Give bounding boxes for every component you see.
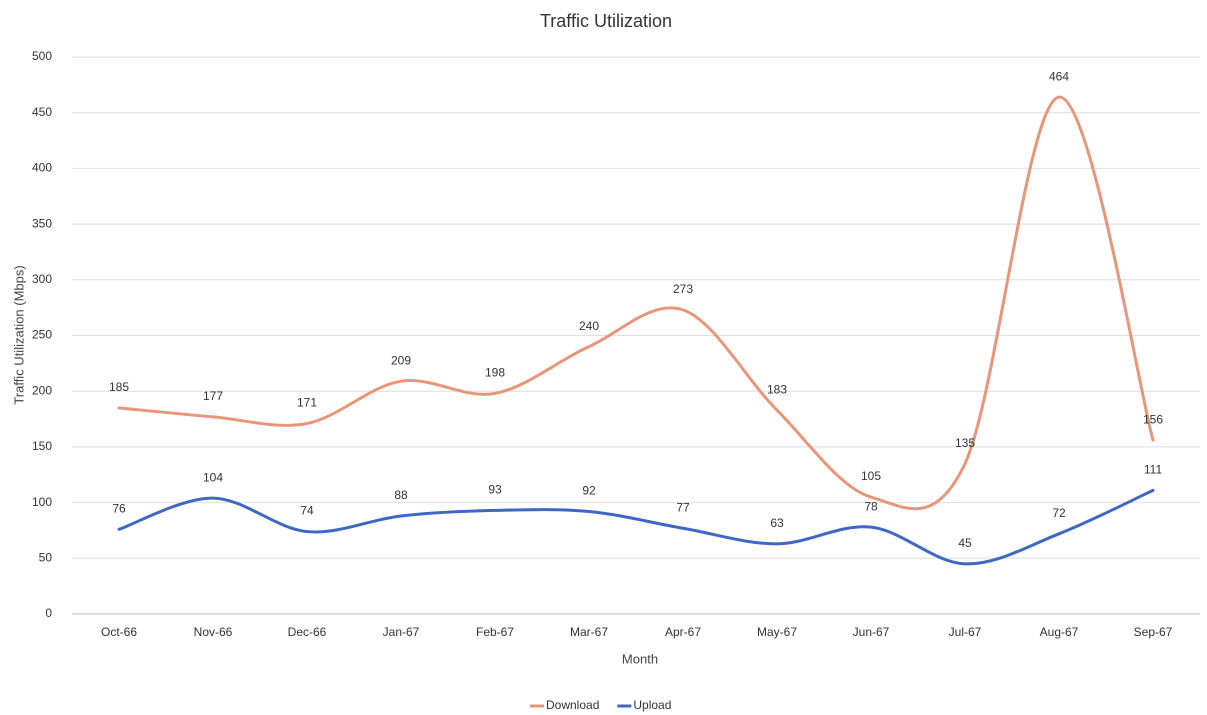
data-label: 177 — [203, 389, 223, 403]
x-axis-title: Month — [622, 651, 658, 666]
data-label: 171 — [297, 396, 317, 410]
x-tick-label: Aug-67 — [1040, 625, 1079, 639]
data-label: 63 — [770, 516, 784, 530]
legend-label: Upload — [633, 698, 671, 712]
y-tick-label: 0 — [45, 606, 52, 620]
x-tick-label: Sep-67 — [1134, 625, 1173, 639]
y-tick-label: 150 — [32, 439, 52, 453]
data-label: 76 — [112, 502, 126, 516]
y-tick-label: 50 — [39, 550, 53, 564]
y-tick-label: 400 — [32, 161, 52, 175]
legend-label: Download — [546, 698, 599, 712]
series-line — [117, 488, 1155, 566]
y-tick-label: 200 — [32, 383, 52, 397]
data-label: 88 — [394, 488, 408, 502]
x-tick-label: May-67 — [757, 625, 797, 639]
data-label: 111 — [1144, 463, 1163, 477]
data-label: 156 — [1143, 412, 1163, 426]
y-tick-label: 100 — [32, 495, 52, 509]
x-tick-label: Feb-67 — [476, 625, 514, 639]
series-line — [117, 95, 1155, 511]
data-label: 273 — [673, 282, 693, 296]
data-label: 92 — [582, 484, 596, 498]
data-label: 185 — [109, 380, 129, 394]
data-label: 93 — [488, 483, 502, 497]
y-tick-label: 350 — [32, 216, 52, 230]
data-label: 464 — [1049, 69, 1069, 83]
data-label: 45 — [958, 536, 972, 550]
x-tick-label: Mar-67 — [570, 625, 608, 639]
data-label: 198 — [485, 366, 505, 380]
chart-title: Traffic Utilization — [540, 11, 672, 31]
y-tick-label: 300 — [32, 272, 52, 286]
x-tick-label: Nov-66 — [194, 625, 233, 639]
data-label: 183 — [767, 382, 787, 396]
x-tick-label: Jan-67 — [383, 625, 420, 639]
x-tick-label: Jul-67 — [949, 625, 982, 639]
data-label: 78 — [864, 499, 878, 513]
data-label: 209 — [391, 353, 411, 367]
data-label: 74 — [300, 504, 314, 518]
data-label: 77 — [676, 500, 690, 514]
y-axis-title: Traffic Utilization (Mbps) — [11, 265, 26, 404]
data-label: 104 — [203, 470, 223, 484]
x-tick-label: Oct-66 — [101, 625, 137, 639]
y-tick-label: 500 — [32, 49, 52, 63]
data-label: 72 — [1052, 506, 1066, 520]
y-tick-label: 450 — [32, 105, 52, 119]
data-label: 105 — [861, 469, 881, 483]
data-label: 135 — [955, 436, 975, 450]
x-tick-label: Jun-67 — [853, 625, 890, 639]
y-tick-label: 250 — [32, 328, 52, 342]
x-tick-label: Dec-66 — [288, 625, 327, 639]
x-tick-label: Apr-67 — [665, 625, 701, 639]
data-label: 240 — [579, 319, 599, 333]
